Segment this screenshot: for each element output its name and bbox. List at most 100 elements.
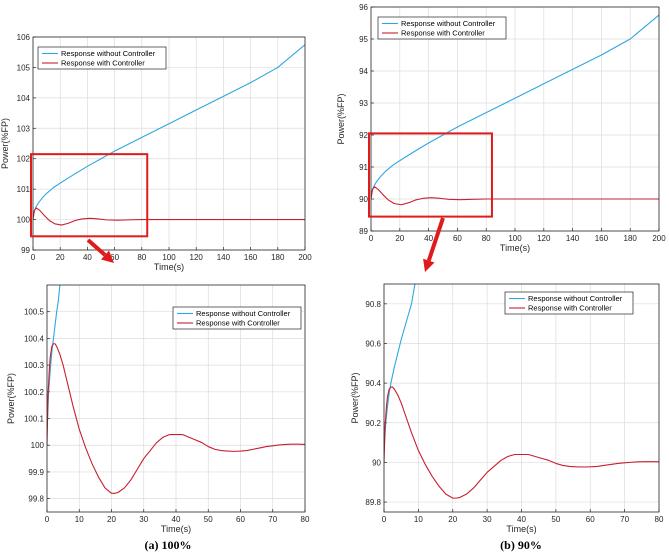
y-tick-label: 99.8 bbox=[28, 495, 44, 504]
x-tick-label: 120 bbox=[537, 234, 551, 243]
x-tick-label: 180 bbox=[271, 253, 285, 262]
y-tick-label: 105 bbox=[17, 63, 31, 72]
x-tick-label: 140 bbox=[566, 234, 580, 243]
x-tick-label: 80 bbox=[655, 515, 664, 524]
series-group bbox=[33, 44, 305, 226]
legend-box bbox=[504, 291, 634, 315]
legend-entry: Response with Controller bbox=[196, 319, 280, 328]
y-tick-label: 100.3 bbox=[24, 361, 45, 370]
x-axis-label: Time(s) bbox=[500, 243, 530, 253]
x-tick-label: 70 bbox=[620, 515, 629, 524]
legend-entry: Response without Controller bbox=[528, 294, 623, 303]
zoom-arrow-head bbox=[423, 258, 435, 272]
y-tick-label: 92 bbox=[359, 131, 368, 140]
x-tick-label: 100 bbox=[162, 253, 176, 262]
caption-a: (a) 100% bbox=[145, 538, 192, 552]
y-tick-label: 90.4 bbox=[365, 379, 381, 388]
y-tick-label: 106 bbox=[17, 33, 31, 42]
series-line-with-controller bbox=[384, 386, 659, 499]
x-tick-label: 80 bbox=[482, 234, 491, 243]
axes-box bbox=[370, 6, 660, 232]
legend-entry: Response without Controller bbox=[401, 19, 496, 28]
series-line-with-controller bbox=[33, 207, 305, 226]
x-tick-label: 0 bbox=[369, 234, 374, 243]
y-tick-label: 90.2 bbox=[365, 419, 381, 428]
y-tick-label: 102 bbox=[17, 155, 31, 164]
x-tick-label: 50 bbox=[551, 515, 560, 524]
axes-box bbox=[32, 36, 306, 251]
panel-b-top: 0 20 40 60 80 100 120 140 160 180 200 89 90 91 92 93 94 9… bbox=[336, 3, 666, 253]
y-axis-label: Power(%FP) bbox=[350, 372, 360, 423]
x-tick-label: 0 bbox=[382, 515, 387, 524]
x-axis-label: Time(s) bbox=[154, 262, 184, 272]
x-tick-label: 80 bbox=[137, 253, 146, 262]
x-axis-label: Time(s) bbox=[161, 524, 191, 534]
x-tick-label: 60 bbox=[453, 234, 462, 243]
x-tick-label: 30 bbox=[483, 515, 492, 524]
x-tick-label: 20 bbox=[395, 234, 404, 243]
series-group bbox=[371, 14, 659, 206]
panel-a-top: 0 20 40 60 80 100 120 140 160 180 200 99 100 101 102 10… bbox=[0, 33, 312, 272]
y-tick-label: 90 bbox=[359, 195, 368, 204]
x-tick-label: 10 bbox=[414, 515, 423, 524]
legend-entry: Response with Controller bbox=[61, 59, 145, 68]
y-tick-label: 93 bbox=[359, 99, 368, 108]
y-tick-label: 89 bbox=[359, 227, 368, 236]
axes-box bbox=[383, 283, 660, 513]
x-tick-label: 160 bbox=[595, 234, 609, 243]
y-tick-label: 100.1 bbox=[24, 415, 45, 424]
x-tick-label: 60 bbox=[236, 515, 245, 524]
x-axis-label: Time(s) bbox=[506, 524, 536, 534]
series-line-without-controller bbox=[371, 14, 659, 198]
y-tick-label: 90 bbox=[372, 458, 381, 467]
x-tick-label: 120 bbox=[190, 253, 204, 262]
caption-b: (b) 90% bbox=[500, 538, 542, 552]
legend-box bbox=[172, 306, 302, 330]
y-tick-label: 90.8 bbox=[365, 300, 381, 309]
series-group bbox=[384, 284, 659, 499]
y-tick-label: 100 bbox=[31, 441, 45, 450]
y-tick-label: 103 bbox=[17, 124, 31, 133]
series-line-without-controller bbox=[384, 284, 416, 453]
x-tick-label: 70 bbox=[268, 515, 277, 524]
panel-a-bottom: 0 10 20 30 40 50 60 70 80 99.8 99.9 100 100.1 100.2 10… bbox=[6, 284, 310, 534]
y-tick-label: 104 bbox=[17, 94, 31, 103]
series-line-with-controller bbox=[47, 343, 305, 494]
zoom-arrow-shaft bbox=[426, 217, 445, 262]
x-tick-label: 100 bbox=[508, 234, 522, 243]
x-tick-label: 0 bbox=[31, 253, 36, 262]
series-line-with-controller bbox=[371, 186, 659, 206]
y-tick-label: 100 bbox=[17, 216, 31, 225]
x-tick-label: 60 bbox=[586, 515, 595, 524]
legend-box bbox=[377, 16, 507, 40]
y-tick-label: 94 bbox=[359, 67, 368, 76]
x-tick-label: 200 bbox=[652, 234, 666, 243]
y-tick-label: 100.5 bbox=[24, 308, 45, 317]
y-tick-label: 101 bbox=[17, 185, 31, 194]
legend-entry: Response without Controller bbox=[196, 309, 291, 318]
y-tick-label: 99 bbox=[21, 246, 30, 255]
y-tick-label: 95 bbox=[359, 35, 368, 44]
series-line-without-controller bbox=[33, 44, 305, 219]
y-axis-label: Power(%FP) bbox=[336, 93, 346, 144]
y-axis-label: Power(%FP) bbox=[0, 118, 10, 169]
zoom-annotations bbox=[30, 132, 493, 272]
y-tick-label: 99.9 bbox=[28, 468, 44, 477]
zoom-box bbox=[30, 153, 149, 238]
x-tick-label: 0 bbox=[45, 515, 50, 524]
x-tick-label: 200 bbox=[298, 253, 312, 262]
legend-entry: Response with Controller bbox=[401, 29, 485, 38]
x-tick-label: 40 bbox=[83, 253, 92, 262]
x-tick-label: 160 bbox=[244, 253, 258, 262]
zoom-box bbox=[368, 132, 493, 218]
zoom-arrow-shaft bbox=[86, 238, 107, 257]
series-line-without-controller bbox=[47, 285, 61, 432]
y-axis-label: Power(%FP) bbox=[6, 373, 16, 424]
x-tick-label: 60 bbox=[110, 253, 119, 262]
legend-entry: Response with Controller bbox=[528, 304, 612, 313]
x-tick-label: 20 bbox=[448, 515, 457, 524]
